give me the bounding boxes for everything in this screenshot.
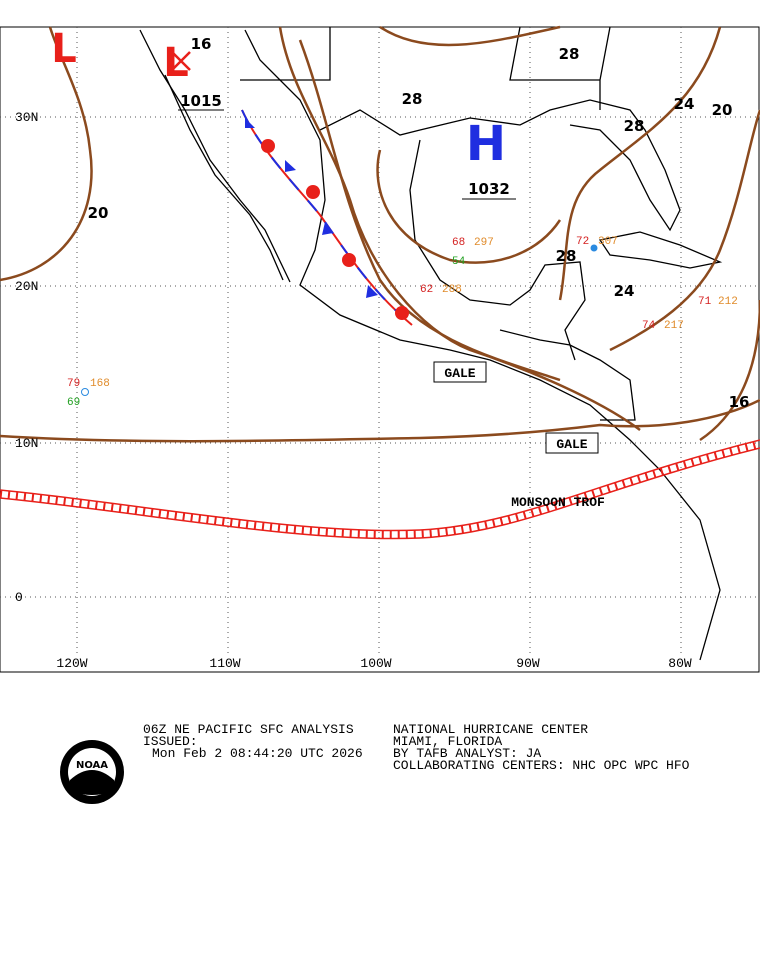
isobar-label: 20 [88, 204, 109, 222]
lon-label: 90W [516, 656, 540, 671]
isobar-label: 24 [614, 282, 635, 300]
low-symbol: L [163, 40, 189, 86]
isobar-label: 16 [191, 35, 212, 53]
lon-label: 120W [56, 656, 87, 671]
issued: ISSUED: [143, 734, 198, 749]
footer: NOAA 06Z NE PACIFIC SFC ANALYSIS ISSUED:… [60, 722, 690, 804]
lat-label: 10N [15, 436, 38, 451]
product: 06Z NE PACIFIC SFC ANALYSIS [143, 722, 354, 737]
isobar-label: 24 [674, 95, 695, 113]
isobar-label: 28 [556, 247, 577, 265]
graticule [0, 27, 760, 655]
map-frame [0, 26, 760, 673]
coastlines [139, 26, 723, 661]
station-pressure: 288 [442, 284, 462, 296]
station-temp: 79 [67, 378, 80, 390]
location: MIAMI, FLORIDA [393, 734, 502, 749]
isobars [0, 25, 760, 443]
station-pressure: 307 [598, 236, 618, 248]
station-temp: 62 [420, 284, 433, 296]
monsoon-trough [0, 439, 760, 540]
gale-label: GALE [556, 437, 587, 452]
isobar-label: 16 [729, 393, 750, 411]
trough-label: MONSOON TROF [511, 495, 605, 510]
analyst: BY TAFB ANALYST: JA [393, 746, 541, 761]
station-plots: 79 168 69 68 297 54 62 288 74 217 71 212… [67, 236, 738, 409]
station-pressure: 217 [664, 320, 684, 332]
low-pressure: 1015 [180, 92, 222, 110]
high-symbol: H [466, 116, 506, 172]
logo-text: NOAA [76, 760, 108, 771]
time: Mon Feb 2 08:44:20 UTC 2026 [152, 746, 363, 761]
cold-front [241, 109, 413, 326]
isobar-label: 28 [559, 45, 580, 63]
lon-label: 100W [360, 656, 391, 671]
center: NATIONAL HURRICANE CENTER [393, 722, 588, 737]
station-dewpoint: 69 [67, 397, 80, 409]
lat-label: 30N [15, 110, 38, 125]
isobar-label: 28 [402, 90, 423, 108]
station-temp: 71 [698, 296, 712, 308]
gale-box [433, 361, 487, 383]
lon-label: 110W [209, 656, 240, 671]
station-pressure: 212 [718, 296, 738, 308]
high-pressure: 1032 [468, 180, 510, 198]
lon-label: 80W [668, 656, 692, 671]
gale-label: GALE [444, 366, 475, 381]
lat-label: 20N [15, 279, 38, 294]
station-temp: 74 [642, 320, 656, 332]
isobar-label: 20 [712, 101, 733, 119]
isobar-label: 28 [624, 117, 645, 135]
low-symbol: L [51, 26, 77, 72]
station-temp: 72 [576, 236, 589, 248]
gale-box [545, 432, 599, 454]
station-temp: 68 [452, 237, 465, 249]
station-pressure: 297 [474, 237, 494, 249]
station-pressure: 168 [90, 378, 110, 390]
station-dewpoint: 54 [452, 256, 466, 268]
low-cross [171, 51, 191, 71]
lat-label: 0 [15, 590, 23, 605]
collaborating: COLLABORATING CENTERS: NHC OPC WPC HFO [393, 758, 690, 773]
